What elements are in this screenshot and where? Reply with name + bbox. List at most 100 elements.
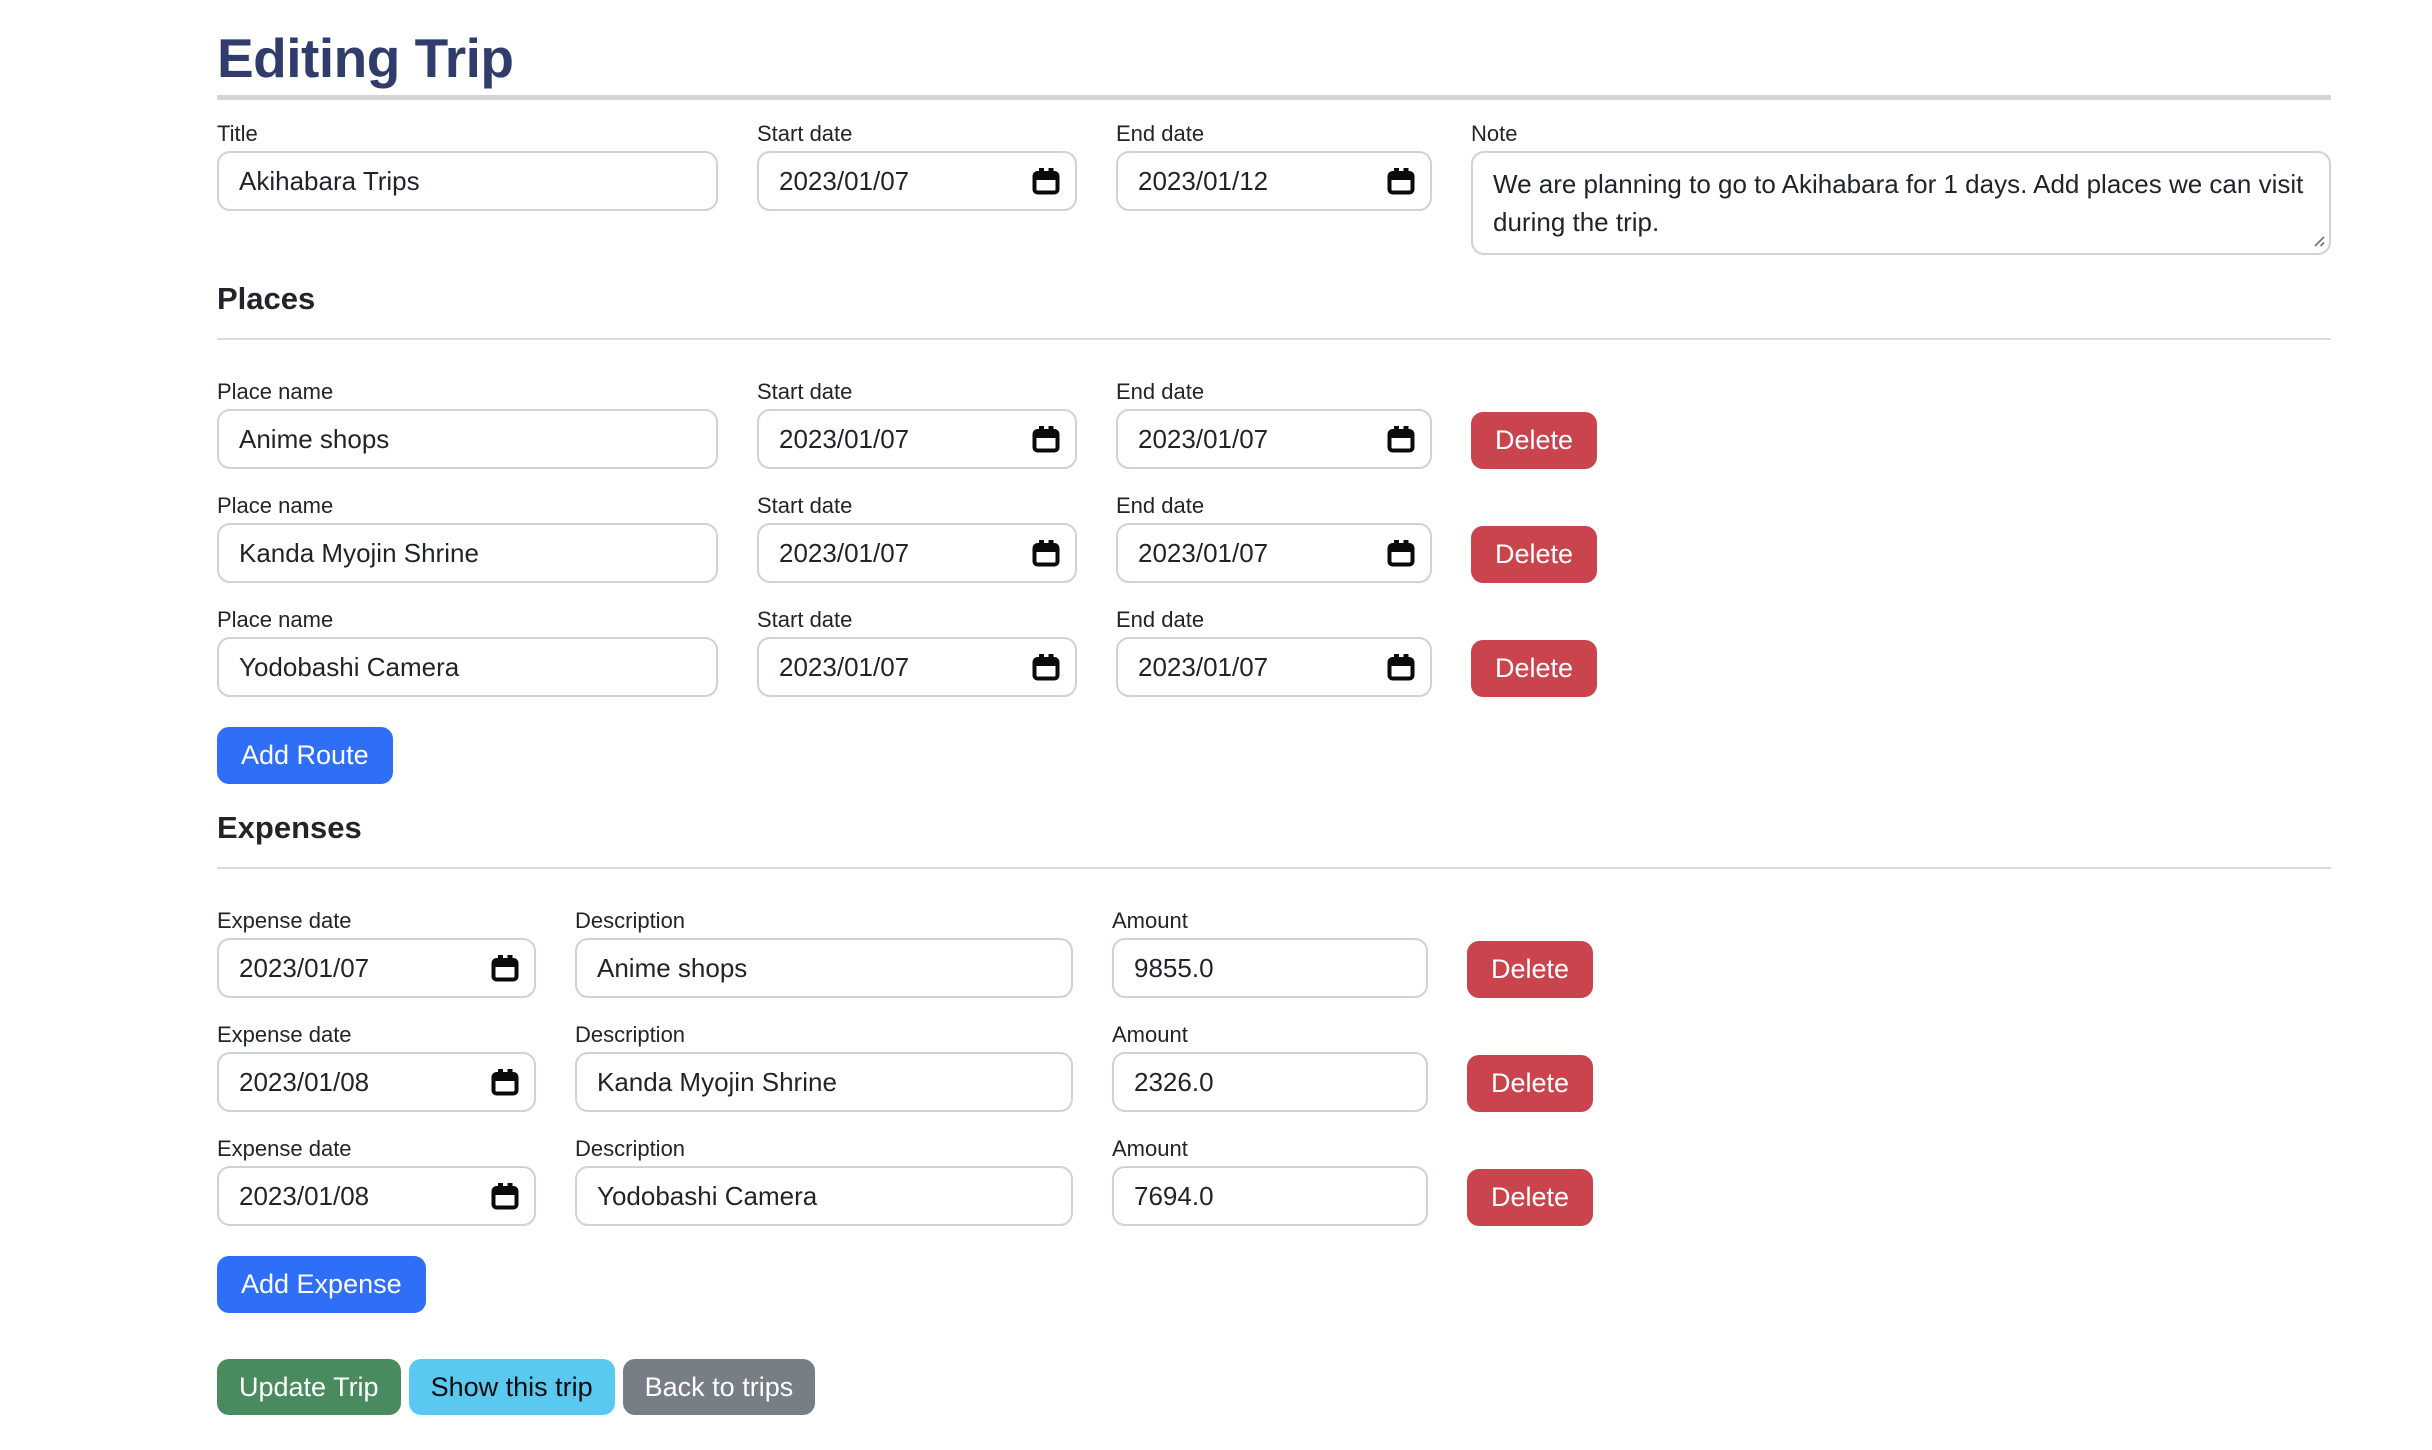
expense-description-input[interactable] [575,1166,1073,1226]
delete-place-button[interactable]: Delete [1471,412,1597,469]
expense-description-field: Description [575,908,1073,998]
back-to-trips-button[interactable]: Back to trips [622,1359,816,1415]
calendar-icon[interactable] [1031,538,1061,568]
delete-place-button[interactable]: Delete [1471,640,1597,697]
expense-date-input[interactable] [217,1052,536,1112]
expense-date-label: Expense date [217,1022,352,1047]
place-start-date-field: Start date [757,607,1077,697]
expenses-divider [217,867,2331,869]
place-end-date-label: End date [1116,493,1205,518]
place-name-input[interactable] [217,523,718,583]
place-row: Place name Start date End date Delete [217,379,2331,469]
place-name-input[interactable] [217,409,718,469]
date-input-wrap [217,1166,536,1226]
expense-amount-input[interactable] [1112,938,1428,998]
title-divider [217,95,2331,100]
calendar-icon[interactable] [490,1181,520,1211]
trip-end-date-input[interactable] [1116,151,1432,211]
expense-amount-field: Amount [1112,1022,1428,1112]
place-end-date-field: End date [1116,493,1432,583]
delete-place-button[interactable]: Delete [1471,526,1597,583]
delete-expense-button[interactable]: Delete [1467,941,1593,998]
expense-row: Expense date Description Amount Delete [217,1022,2331,1112]
place-end-date-input[interactable] [1116,409,1432,469]
places-heading: Places [217,281,316,316]
calendar-icon[interactable] [1031,166,1061,196]
trip-title-input[interactable] [217,151,718,211]
place-end-date-field: End date [1116,379,1432,469]
expense-amount-label: Amount [1112,1022,1188,1047]
expense-amount-field: Amount [1112,1136,1428,1226]
form-actions: Update Trip Show this trip Back to trips [217,1359,2331,1415]
expense-description-field: Description [575,1022,1073,1112]
places-divider [217,338,2331,340]
date-input-wrap [757,523,1077,583]
trip-start-date-label: Start date [757,121,853,146]
expense-date-input[interactable] [217,1166,536,1226]
expense-date-field: Expense date [217,1136,536,1226]
calendar-icon[interactable] [1386,424,1416,454]
expense-description-input[interactable] [575,938,1073,998]
place-start-date-input[interactable] [757,637,1077,697]
place-row: Place name Start date End date Delete [217,607,2331,697]
date-input-wrap [1116,637,1432,697]
expense-row: Expense date Description Amount Delete [217,908,2331,998]
update-trip-button[interactable]: Update Trip [217,1359,401,1415]
place-start-date-field: Start date [757,379,1077,469]
calendar-icon[interactable] [490,953,520,983]
trip-title-label: Title [217,121,258,146]
date-input-wrap [1116,151,1432,211]
trip-title-field: Title [217,121,718,211]
trip-start-date-input[interactable] [757,151,1077,211]
expense-date-input[interactable] [217,938,536,998]
place-start-date-label: Start date [757,607,853,632]
place-name-field: Place name [217,493,718,583]
calendar-icon[interactable] [1386,166,1416,196]
date-input-wrap [1116,523,1432,583]
place-start-date-input[interactable] [757,409,1077,469]
expense-date-label: Expense date [217,908,352,933]
expense-description-input[interactable] [575,1052,1073,1112]
trip-note-field: Note [1471,121,2331,255]
place-start-date-label: Start date [757,493,853,518]
trip-end-date-label: End date [1116,121,1205,146]
calendar-icon[interactable] [490,1067,520,1097]
date-input-wrap [757,637,1077,697]
place-name-field: Place name [217,379,718,469]
place-end-date-input[interactable] [1116,523,1432,583]
note-textarea-wrap [1471,151,2331,255]
date-input-wrap [757,151,1077,211]
place-name-input[interactable] [217,637,718,697]
expense-description-label: Description [575,908,686,933]
trip-end-date-field: End date [1116,121,1432,211]
expense-description-label: Description [575,1022,686,1047]
show-this-trip-button[interactable]: Show this trip [408,1359,615,1415]
place-start-date-input[interactable] [757,523,1077,583]
expense-date-field: Expense date [217,1022,536,1112]
place-name-label: Place name [217,607,334,632]
add-route-button[interactable]: Add Route [217,727,393,784]
place-name-label: Place name [217,379,334,404]
expense-row: Expense date Description Amount Delete [217,1136,2331,1226]
delete-expense-button[interactable]: Delete [1467,1055,1593,1112]
expense-date-field: Expense date [217,908,536,998]
place-name-field: Place name [217,607,718,697]
calendar-icon[interactable] [1031,424,1061,454]
trip-fields-row: Title Start date End date Note [217,121,2331,255]
calendar-icon[interactable] [1031,652,1061,682]
calendar-icon[interactable] [1386,538,1416,568]
delete-expense-button[interactable]: Delete [1467,1169,1593,1226]
resize-grip-icon[interactable] [2308,230,2326,248]
place-start-date-label: Start date [757,379,853,404]
place-name-label: Place name [217,493,334,518]
expenses-heading: Expenses [217,810,362,845]
place-row: Place name Start date End date Delete [217,493,2331,583]
place-end-date-label: End date [1116,379,1205,404]
expense-amount-input[interactable] [1112,1052,1428,1112]
date-input-wrap [1116,409,1432,469]
calendar-icon[interactable] [1386,652,1416,682]
expense-amount-input[interactable] [1112,1166,1428,1226]
trip-note-textarea[interactable] [1471,151,2331,255]
place-end-date-input[interactable] [1116,637,1432,697]
add-expense-button[interactable]: Add Expense [217,1256,426,1313]
